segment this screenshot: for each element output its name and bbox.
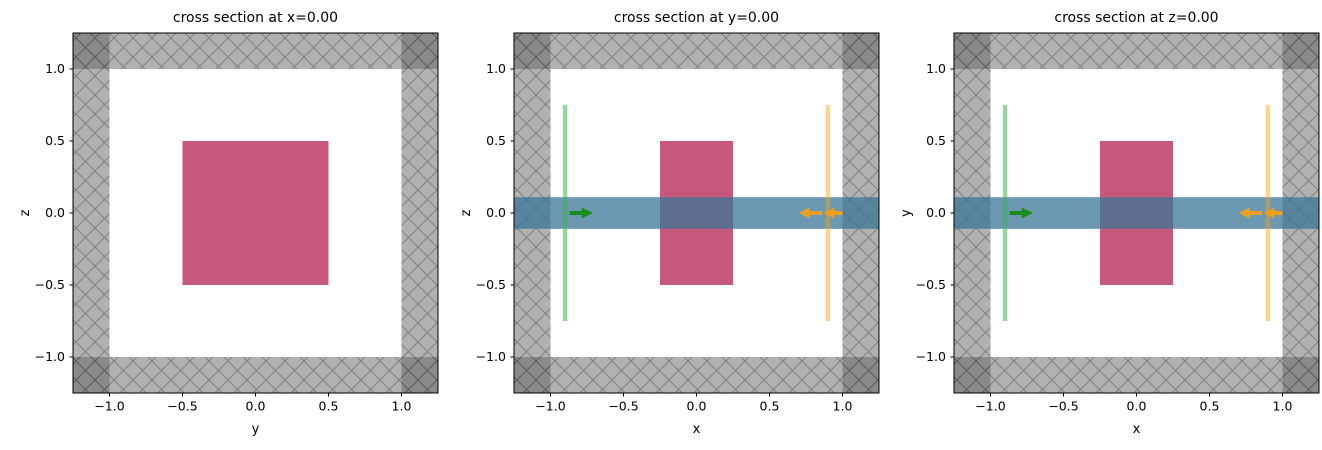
y-tick-label: −0.5: [35, 277, 65, 292]
y-tick-label: 0.5: [926, 133, 946, 148]
pml-region: [72, 33, 438, 70]
monitor-arrow-head: [1263, 207, 1275, 219]
pml-region: [401, 33, 438, 393]
x-tick-label: 1.0: [392, 398, 412, 413]
monitor-arrow-head: [798, 207, 810, 219]
y-tick-label: 1.0: [926, 61, 946, 76]
pml-region: [954, 33, 1320, 70]
x-tick-label: −1.0: [535, 398, 565, 413]
subplot-cross-section-z: −1.0 −0.5 0.0 0.5 1.0 −1.0 −0.5 0.0 0.5 1.0 x y cros…: [899, 10, 1320, 437]
x-axis-label: x: [692, 422, 700, 437]
x-axis-label: y: [252, 422, 260, 437]
subplot-title: cross section at y=0.00: [614, 10, 779, 26]
x-tick-label: −0.5: [1049, 398, 1079, 413]
y-tick-label: −1.0: [475, 349, 505, 364]
y-tick-label: 1.0: [45, 61, 65, 76]
y-tick-label: 1.0: [486, 61, 506, 76]
pml-region: [72, 33, 110, 393]
subplot-cross-section-x: −1.0 −0.5 0.0 0.5 1.0 −1.0 −0.5 0.0 0.5 1.0 y z cros…: [18, 10, 439, 437]
x-tick-label: 1.0: [832, 398, 852, 413]
y-tick-label: 0.0: [926, 205, 946, 220]
x-axis-label: x: [1133, 422, 1141, 437]
subplot-title: cross section at z=0.00: [1055, 10, 1219, 26]
monitor-arrow-head: [1239, 207, 1251, 219]
y-tick-label: −0.5: [916, 277, 946, 292]
subplot-cross-section-y: −1.0 −0.5 0.0 0.5 1.0 −1.0 −0.5 0.0 0.5 1.0 x z cros…: [459, 10, 880, 437]
source-arrow-head: [1022, 207, 1034, 219]
y-tick-label: −1.0: [35, 349, 65, 364]
source-arrow-head: [581, 207, 593, 219]
y-tick-label: 0.0: [45, 205, 65, 220]
x-tick-label: 0.0: [246, 398, 266, 413]
y-tick-label: 0.0: [486, 205, 506, 220]
x-tick-label: 0.0: [686, 398, 706, 413]
y-tick-label: 0.5: [45, 133, 65, 148]
y-axis-label: z: [459, 209, 474, 216]
y-axis-label: z: [18, 209, 33, 216]
x-tick-label: −1.0: [94, 398, 124, 413]
pml-region: [513, 356, 879, 393]
x-tick-label: 0.0: [1127, 398, 1147, 413]
structure-block: [182, 141, 329, 285]
x-tick-label: 0.5: [1200, 398, 1220, 413]
y-tick-label: 0.5: [486, 133, 506, 148]
pml-region: [72, 356, 438, 393]
x-tick-label: −0.5: [608, 398, 638, 413]
y-tick-label: −0.5: [475, 277, 505, 292]
x-tick-label: 0.5: [319, 398, 339, 413]
pml-region: [954, 356, 1320, 393]
monitor-arrow-head: [823, 207, 835, 219]
x-tick-label: 0.5: [759, 398, 779, 413]
y-tick-label: −1.0: [916, 349, 946, 364]
pml-region: [513, 33, 879, 70]
x-tick-label: −0.5: [167, 398, 197, 413]
x-tick-label: −1.0: [976, 398, 1006, 413]
subplot-title: cross section at x=0.00: [173, 10, 338, 26]
x-tick-label: 1.0: [1273, 398, 1293, 413]
y-axis-label: y: [899, 209, 914, 217]
